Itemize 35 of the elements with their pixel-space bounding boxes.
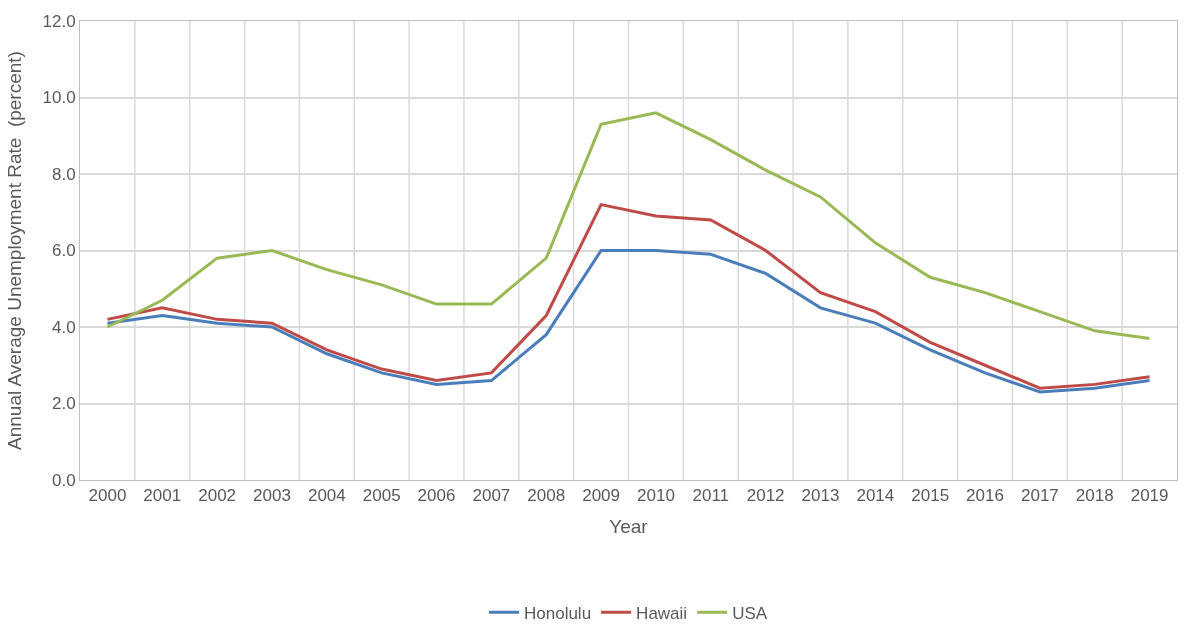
x-tick-label: 2005 <box>362 486 401 506</box>
y-tick-label: 12.0 <box>42 11 76 31</box>
x-tick-label: 2000 <box>88 486 127 506</box>
x-tick-label: 2011 <box>692 486 730 506</box>
y-axis-title: Annual Average Unemployment Rate (percent) <box>4 51 26 450</box>
line-series <box>105 249 1152 394</box>
x-tick-label: 2013 <box>801 486 840 506</box>
y-tick-label: 8.0 <box>51 164 76 184</box>
x-tick-label: 2012 <box>746 486 785 506</box>
x-tick-label: 2014 <box>856 486 895 506</box>
x-axis-title: Year <box>609 516 649 538</box>
line-series <box>105 111 1152 340</box>
x-tick-label: 2018 <box>1075 486 1114 506</box>
x-tick-label: 2004 <box>307 486 346 506</box>
legend-label: USA <box>732 603 768 623</box>
x-tick-label: 2017 <box>1020 486 1059 506</box>
line-series <box>105 203 1152 390</box>
y-tick-label: 6.0 <box>51 241 76 261</box>
x-tick-label: 2008 <box>527 486 566 506</box>
x-tick-label: 2019 <box>1130 486 1169 506</box>
y-tick-label: 0.0 <box>51 470 76 490</box>
x-tick-label: 2009 <box>582 486 620 506</box>
y-tick-label: 10.0 <box>42 88 76 108</box>
x-tick-label: 2002 <box>198 486 237 506</box>
y-tick-label: 2.0 <box>51 394 76 414</box>
x-tick-label: 2010 <box>637 486 675 506</box>
y-tick-label: 4.0 <box>51 317 76 337</box>
x-tick-label: 2006 <box>417 486 456 506</box>
x-tick-label: 2015 <box>911 486 950 506</box>
x-tick-label: 2007 <box>472 486 511 506</box>
legend-label: Hawaii <box>636 603 688 623</box>
legend-label: Honolulu <box>524 603 592 623</box>
x-tick-label: 2016 <box>966 486 1004 506</box>
x-tick-label: 2003 <box>253 486 291 506</box>
x-tick-label: 2001 <box>143 486 182 506</box>
